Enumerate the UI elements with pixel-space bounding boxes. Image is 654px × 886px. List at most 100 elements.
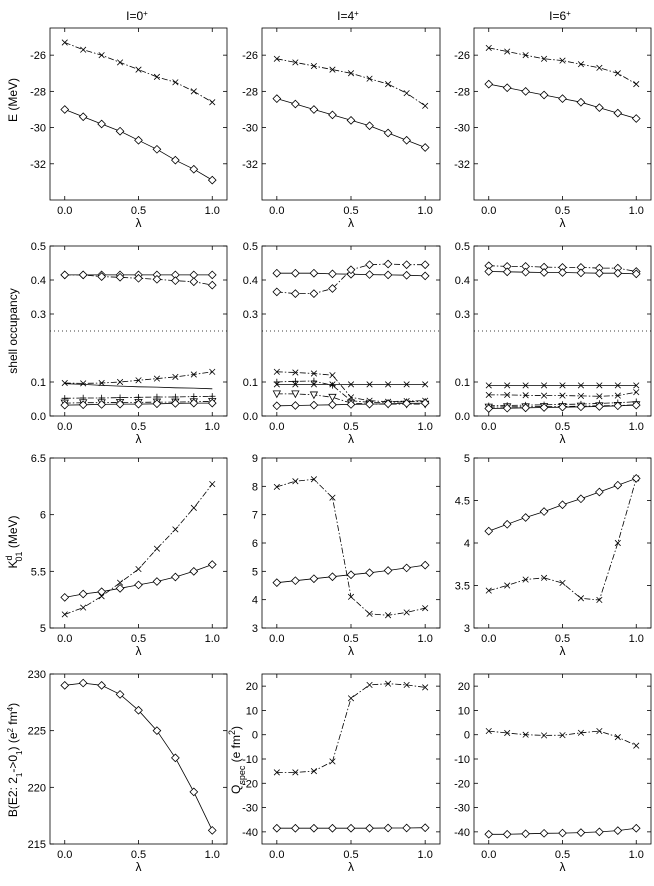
series-line (488, 47, 637, 85)
x-tick-label: 0.5 (555, 421, 570, 433)
data-point-diamond (207, 560, 217, 569)
data-point-x (366, 610, 373, 617)
data-point-x (116, 579, 124, 586)
data-point-x (273, 55, 280, 62)
x-tick-label: 0.5 (131, 421, 146, 433)
data-point-x (559, 57, 566, 64)
series-line (488, 730, 637, 746)
x-tick-label: 0.5 (555, 849, 570, 861)
x-axis-label: λ (136, 860, 142, 874)
data-point-diamond (152, 274, 162, 284)
data-point-x (310, 62, 317, 70)
x-tick-label: 1.0 (629, 421, 644, 433)
data-point-x (153, 545, 161, 552)
data-point-diamond (272, 268, 282, 278)
data-point-x (422, 381, 429, 388)
series-line (64, 682, 213, 831)
x-tick-label: 0.0 (57, 849, 72, 861)
data-point-diamond (134, 580, 143, 590)
data-point-x (190, 88, 197, 95)
y-tick-label: 10 (458, 705, 470, 717)
x-axis-label: λ (348, 432, 354, 446)
data-point-diamond (402, 135, 411, 145)
data-point-diamond (97, 119, 106, 129)
data-point-x (559, 382, 566, 389)
data-point-x (403, 381, 410, 388)
x-tick-label: 1.0 (205, 205, 220, 217)
data-point-x (522, 576, 529, 583)
data-point-x (633, 742, 640, 749)
ylabel-kd01: Kd01 (MeV) (4, 515, 24, 568)
data-point-diamond (309, 268, 319, 278)
data-point-x (310, 381, 317, 388)
data-point-x (385, 81, 392, 88)
data-point-x (485, 44, 492, 51)
data-point-x (153, 73, 161, 80)
data-point-triangle (272, 390, 282, 399)
y-tick-label: 0.4 (243, 275, 258, 287)
data-point-x (522, 731, 529, 738)
data-point-diamond (502, 83, 512, 93)
y-tick-label: -30 (454, 123, 470, 135)
data-point-diamond (171, 276, 180, 286)
panel-kd01-i4: 0.0 0.5 1.0 λ 3 4 5 6 7 8 9 (252, 453, 441, 658)
data-point-x (422, 102, 429, 109)
x-tick-label: 1.0 (205, 849, 220, 861)
data-point-diamond (309, 574, 319, 584)
data-point-diamond (207, 826, 217, 835)
y-tick-label: 10 (246, 705, 258, 717)
data-point-diamond (189, 277, 199, 287)
data-point-x (116, 378, 124, 386)
data-point-diamond (402, 260, 411, 270)
data-point-diamond (595, 487, 604, 497)
y-tick-label: 4 (252, 595, 258, 607)
data-point-x (273, 769, 280, 776)
y-tick-label: -26 (454, 50, 470, 62)
data-point-x (540, 392, 548, 399)
x-tick-label: 1.0 (629, 633, 644, 645)
data-point-x (559, 579, 566, 587)
column-title-1: I=4+ (337, 9, 359, 24)
data-point-x (366, 681, 373, 689)
series-line (488, 478, 637, 601)
data-point-diamond (346, 265, 356, 275)
y-tick-label: 0.3 (31, 309, 46, 321)
data-point-x (596, 596, 603, 604)
axes-frame (261, 27, 441, 201)
data-point-x (310, 768, 317, 775)
data-point-diamond (134, 135, 143, 145)
data-point-diamond (134, 705, 143, 715)
x-tick-label: 1.0 (629, 849, 644, 861)
data-point-diamond (115, 690, 125, 699)
data-point-x (61, 39, 68, 46)
data-point-diamond (97, 680, 106, 690)
data-point-diamond (134, 273, 143, 283)
data-point-x (172, 373, 179, 380)
data-point-plus (273, 378, 281, 386)
data-point-diamond (558, 828, 567, 838)
data-point-diamond (272, 823, 282, 833)
panel-kd01-i6: 0.0 0.5 1.0 λ 3 3.5 4 4.5 5 (455, 453, 652, 658)
data-point-x (209, 480, 216, 488)
data-point-diamond (365, 260, 374, 270)
data-point-diamond (484, 404, 494, 413)
y-tick-label: -30 (242, 123, 258, 135)
data-point-diamond (365, 121, 374, 131)
data-point-x (329, 758, 336, 765)
y-tick-label: -32 (454, 159, 470, 171)
data-point-triangle (328, 393, 337, 402)
y-tick-label: 9 (252, 453, 258, 465)
x-axis-label: λ (560, 216, 566, 230)
y-tick-label: -40 (454, 827, 470, 839)
data-point-x (504, 582, 511, 589)
data-point-diamond (152, 577, 162, 586)
x-tick-label: 0.5 (343, 633, 358, 645)
x-tick-label: 1.0 (205, 633, 220, 645)
data-point-diamond (346, 823, 356, 833)
x-axis-label: λ (136, 432, 142, 446)
series-line (276, 478, 426, 616)
data-point-diamond (152, 726, 162, 736)
data-point-diamond (309, 289, 319, 298)
data-point-x (98, 379, 105, 387)
